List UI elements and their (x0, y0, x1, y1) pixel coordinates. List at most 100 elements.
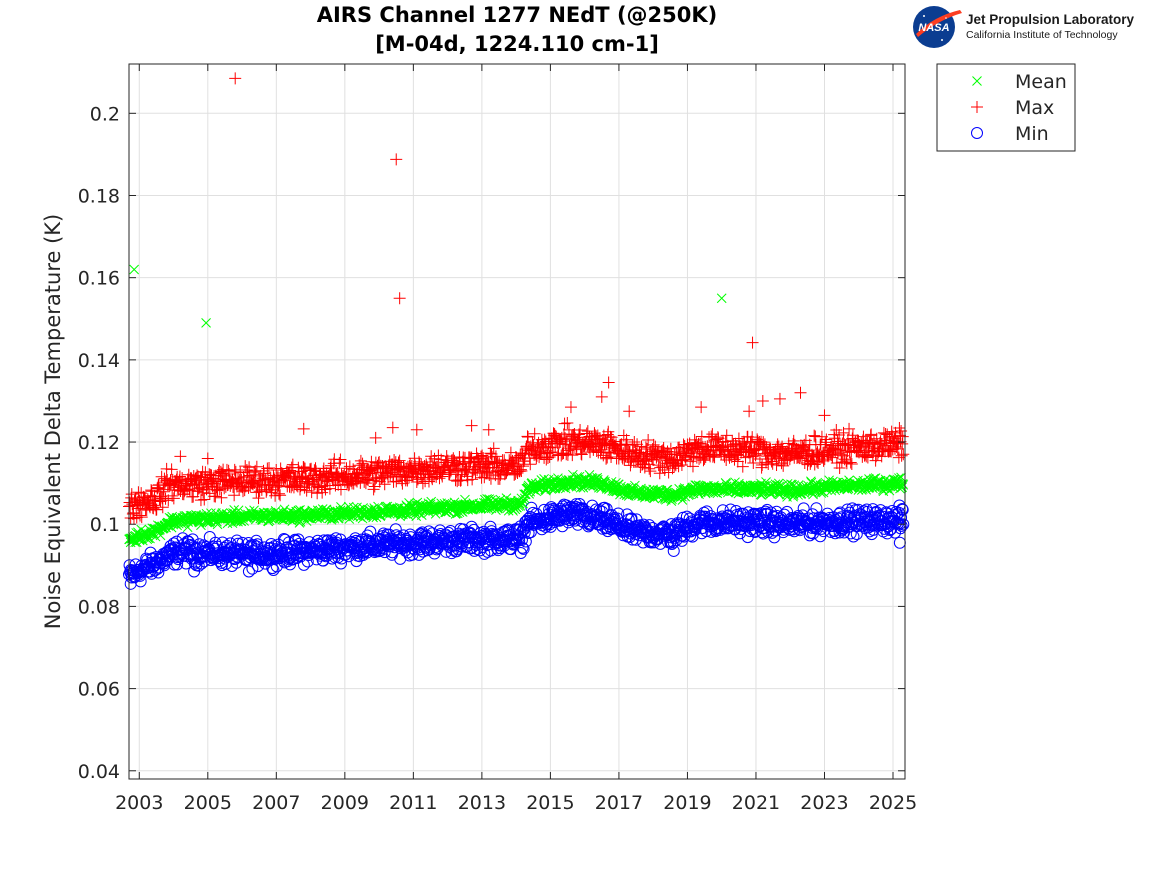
max-outlier-point (393, 292, 406, 305)
y-tick-label: 0.18 (78, 185, 120, 207)
x-tick-label: 2011 (389, 792, 437, 814)
max-point (736, 460, 749, 473)
max-point (272, 487, 285, 500)
min-outlier-point (893, 536, 906, 549)
min-point (743, 525, 756, 538)
max-point (211, 483, 223, 496)
max-point (489, 450, 502, 463)
max-point (334, 453, 347, 466)
max-point (263, 462, 276, 475)
max-point (833, 462, 846, 475)
min-outlier-point (667, 544, 680, 557)
mean-point (518, 498, 528, 509)
max-point (284, 464, 297, 477)
nasa-meatball-icon: NASA (913, 6, 962, 48)
min-point (667, 536, 680, 549)
y-tick-label: 0.04 (78, 761, 120, 783)
max-point (561, 417, 574, 430)
max-outlier-point (229, 72, 242, 85)
max-point (308, 464, 321, 477)
mean-point (896, 472, 906, 483)
min-outlier-point (242, 565, 255, 578)
mean-point (898, 480, 909, 490)
max-point (215, 491, 228, 504)
series-max (123, 72, 910, 525)
x-tick-label: 2007 (252, 792, 300, 814)
y-tick-label: 0.06 (78, 679, 120, 701)
max-point (209, 490, 222, 503)
max-point (362, 474, 375, 487)
legend: Mean Max Min (936, 63, 1076, 152)
y-tick-label: 0.08 (78, 596, 120, 618)
min-outlier-point (188, 565, 201, 578)
max-point (167, 492, 180, 505)
max-point (248, 466, 261, 479)
max-outlier-point (623, 405, 636, 418)
chart-title-line1: AIRS Channel 1277 NEdT (@250K) (316, 3, 718, 27)
min-point (896, 503, 909, 516)
min-point (516, 541, 529, 554)
max-point (156, 501, 169, 514)
x-tick-label: 2005 (184, 792, 232, 814)
mean-point (692, 486, 703, 497)
min-point (277, 554, 290, 567)
max-point (416, 477, 429, 490)
mean-point (229, 505, 240, 515)
mean-point (451, 508, 461, 519)
max-point (260, 485, 273, 498)
max-outlier-point (818, 409, 831, 422)
mean-point (317, 504, 328, 514)
max-point (135, 511, 148, 524)
max-point (150, 503, 163, 516)
max-point (222, 464, 235, 477)
max-point (323, 482, 336, 495)
max-outlier-point (410, 423, 423, 436)
min-point (242, 537, 255, 550)
max-point (166, 489, 179, 502)
min-point (621, 508, 634, 521)
mean-point (895, 479, 906, 490)
max-outlier-point (602, 376, 615, 389)
min-point (734, 527, 747, 540)
max-point (396, 477, 409, 490)
x-tick-label: 2017 (595, 792, 643, 814)
max-point (208, 477, 221, 490)
min-point (251, 538, 264, 551)
max-point (154, 495, 167, 508)
max-point (312, 481, 325, 494)
max-point (575, 448, 588, 461)
chart-title-line2: [M-04d, 1224.110 cm-1] (375, 32, 659, 56)
max-point (197, 486, 210, 499)
max-outlier-point (595, 390, 608, 403)
max-point (132, 486, 145, 499)
max-point (272, 479, 285, 492)
min-point (152, 566, 165, 579)
min-point (246, 562, 259, 575)
max-point (157, 485, 170, 498)
axis-ticks: 2003 2005 2007 2009 2011 2013 2015 2017 2019 2021… (78, 64, 917, 814)
max-point (350, 468, 363, 481)
max-point (279, 474, 292, 487)
max-point (274, 462, 287, 475)
plot-frame (128, 63, 906, 780)
max-point (333, 456, 346, 469)
max-point (173, 470, 186, 483)
max-point (228, 489, 241, 502)
min-point (810, 502, 823, 515)
max-point (250, 486, 263, 499)
x-tick-label: 2019 (663, 792, 711, 814)
max-point (183, 484, 196, 497)
y-tick-label: 0.12 (78, 432, 120, 454)
max-point (382, 471, 395, 484)
min-point (897, 518, 910, 531)
max-point (297, 460, 310, 473)
max-point (165, 463, 178, 476)
max-point (389, 462, 402, 475)
max-point (147, 502, 160, 515)
max-point (466, 473, 479, 486)
legend-mean-label: Mean (1015, 71, 1067, 93)
max-point (256, 474, 269, 487)
x-tick-label: 2003 (115, 792, 163, 814)
max-point (368, 480, 381, 493)
